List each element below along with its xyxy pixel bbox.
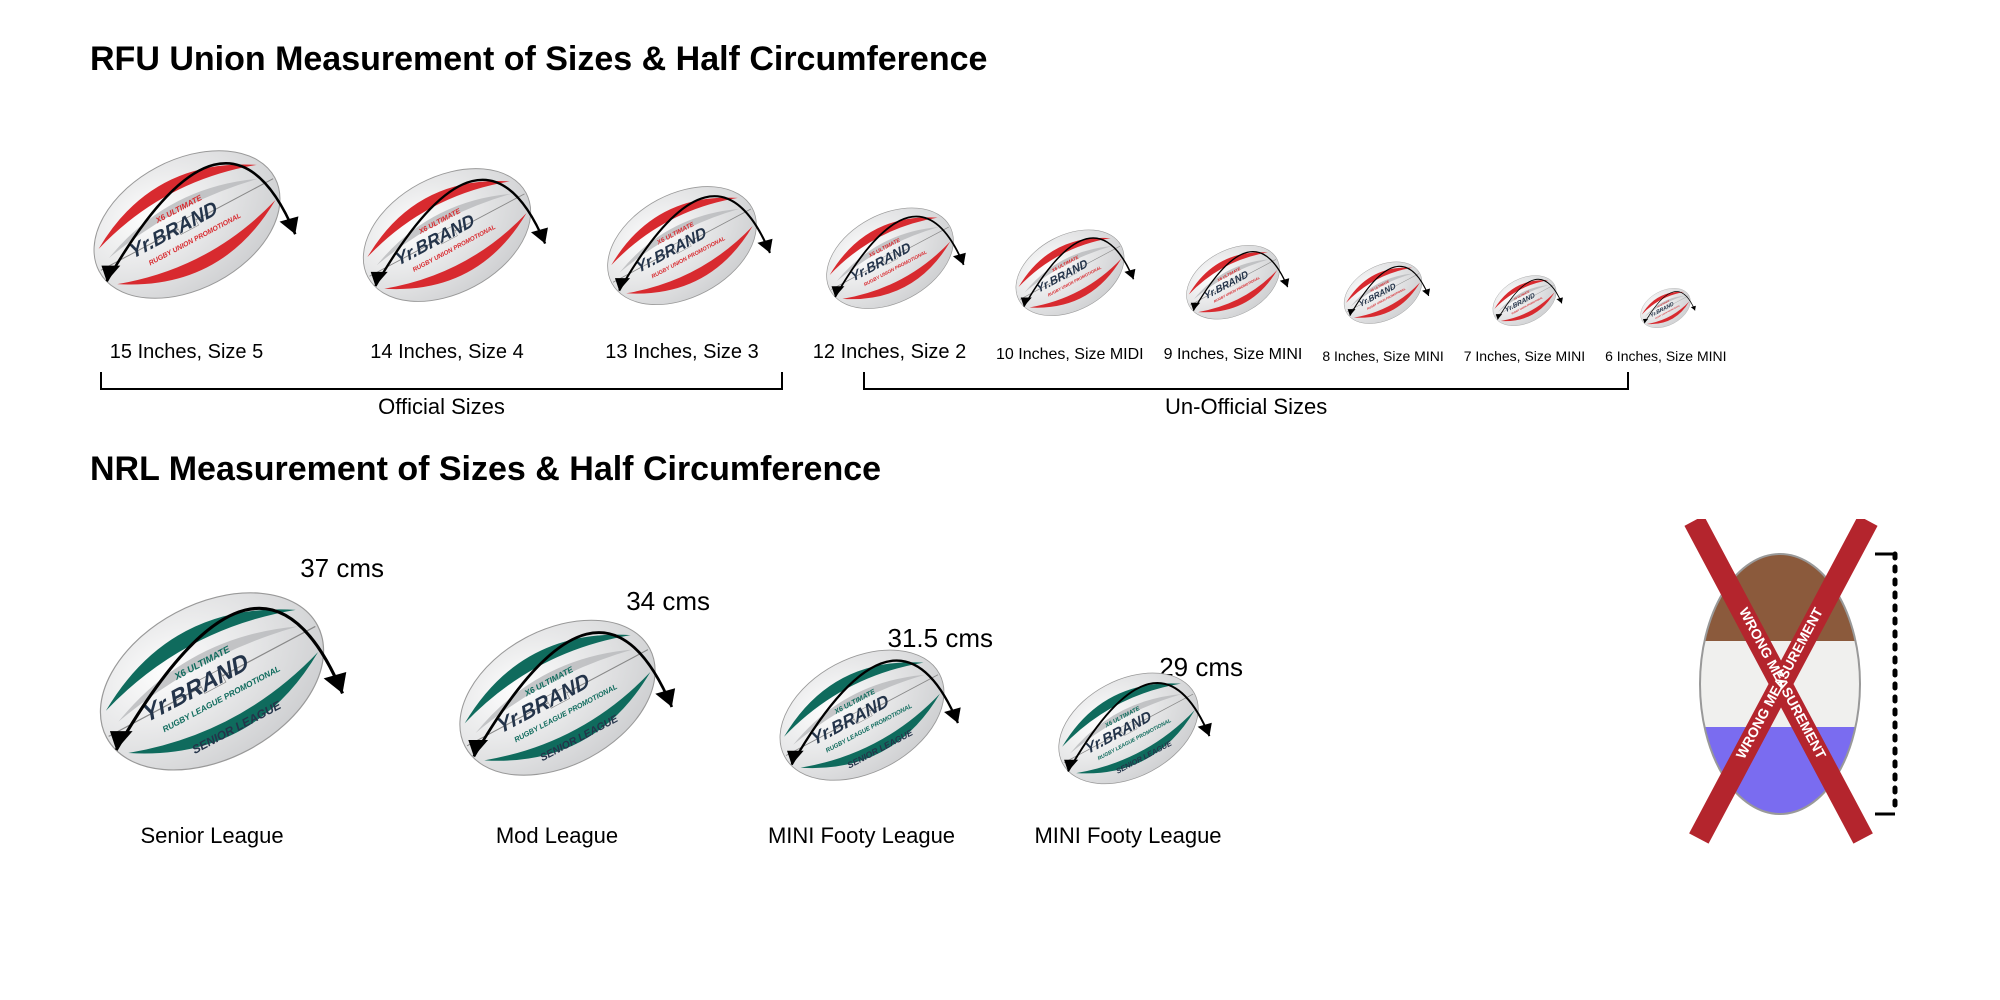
nrl-ball-label: MINI Footy League — [768, 823, 955, 849]
ball-wrap: X6 ULTIMATE Yr.BRAND RUGBY UNION PROMOTI… — [803, 179, 976, 329]
rfu-ball-item: X6 ULTIMATE Yr.BRAND RUGBY UNION PROMOTI… — [996, 206, 1144, 364]
rugby-ball-icon: X6 ULTIMATE Yr.BRAND RUGBY UNION PROMOTI… — [1337, 249, 1429, 336]
ball-wrap: X6 ULTIMATE Yr.BRAND RUGBY UNION PROMOTI… — [60, 109, 313, 329]
rfu-ball-item: X6 ULTIMATE Yr.BRAND RUGBY UNION PROMOTI… — [1605, 277, 1726, 364]
size-group-label: Official Sizes — [378, 394, 505, 420]
ball-wrap: X6 ULTIMATE Yr.BRAND RUGBY LEAGUE PROMOT… — [60, 543, 364, 807]
rfu-ball-item: X6 ULTIMATE Yr.BRAND RUGBY UNION PROMOTI… — [60, 109, 313, 364]
rugby-ball-icon: X6 ULTIMATE Yr.BRAND RUGBY UNION PROMOTI… — [1487, 265, 1562, 336]
rfu-title: RFU Union Measurement of Sizes & Half Ci… — [90, 40, 1940, 79]
rugby-ball-icon: X6 ULTIMATE Yr.BRAND RUGBY UNION PROMOTI… — [1178, 230, 1288, 335]
ball-wrap: X6 ULTIMATE Yr.BRAND RUGBY UNION PROMOTI… — [333, 131, 561, 329]
rugby-ball-icon: X6 ULTIMATE Yr.BRAND RUGBY LEAGUE PROMOT… — [442, 588, 673, 807]
rfu-ball-label: 15 Inches, Size 5 — [110, 341, 263, 364]
rugby-ball-icon: X6 ULTIMATE Yr.BRAND RUGBY UNION PROMOTI… — [77, 120, 297, 329]
ball-wrap: X6 ULTIMATE Yr.BRAND RUGBY LEAGUE PROMOT… — [424, 576, 690, 807]
nrl-ball-item: 31.5 cms X6 ULTIMATE Yr.BRAND RUGBY LEAG… — [750, 613, 973, 849]
rfu-ball-item: X6 ULTIMATE Yr.BRAND RUGBY UNION PROMOTI… — [1322, 244, 1443, 364]
rfu-ball-label: 12 Inches, Size 2 — [813, 341, 966, 364]
rfu-ball-item: X6 ULTIMATE Yr.BRAND RUGBY UNION PROMOTI… — [1464, 261, 1585, 364]
size-group-bracket: Official Sizes — [100, 372, 783, 390]
ball-wrap: X6 ULTIMATE Yr.BRAND RUGBY UNION PROMOTI… — [1170, 224, 1296, 334]
rugby-ball-icon: X6 ULTIMATE Yr.BRAND RUGBY LEAGUE PROMOT… — [765, 623, 959, 807]
rfu-bracket-row: Official Sizes Un-Official Sizes — [60, 372, 1940, 390]
rfu-ball-label: 14 Inches, Size 4 — [370, 341, 523, 364]
wrong-measurement-panel: WRONG MEASUREMENT WRONG MEASUREMENT — [1660, 519, 1940, 849]
ball-wrap: X6 ULTIMATE Yr.BRAND RUGBY LEAGUE PROMOT… — [750, 613, 973, 807]
ball-wrap: X6 ULTIMATE Yr.BRAND RUGBY UNION PROMOTI… — [996, 206, 1143, 334]
rfu-ball-label: 6 Inches, Size MINI — [1605, 348, 1726, 364]
size-group-bracket: Un-Official Sizes — [863, 372, 1629, 390]
rugby-ball-icon: X6 ULTIMATE Yr.BRAND RUGBY LEAGUE PROMOT… — [1046, 650, 1211, 807]
size-group-label: Un-Official Sizes — [1165, 394, 1327, 420]
nrl-ball-label: Senior League — [140, 823, 283, 849]
nrl-ball-item: 37 cms X6 ULTIMATE Yr.BRAND RUGBY LEAGUE… — [60, 543, 364, 849]
rugby-ball-icon: X6 ULTIMATE Yr.BRAND RUGBY UNION PROMOTI… — [348, 141, 546, 329]
rfu-ball-label: 8 Inches, Size MINI — [1322, 348, 1443, 364]
rfu-ball-label: 13 Inches, Size 3 — [605, 341, 758, 364]
rfu-ball-item: X6 ULTIMATE Yr.BRAND RUGBY UNION PROMOTI… — [1164, 224, 1303, 364]
rfu-ball-label: 10 Inches, Size MIDI — [996, 346, 1144, 364]
nrl-ball-item: 29 cms X6 ULTIMATE Yr.BRAND RUGBY LEAGUE… — [1033, 642, 1223, 849]
rfu-ball-item: X6 ULTIMATE Yr.BRAND RUGBY UNION PROMOTI… — [581, 153, 783, 364]
rugby-ball-icon: X6 ULTIMATE Yr.BRAND RUGBY UNION PROMOTI… — [1636, 280, 1695, 336]
wrong-measurement-icon: WRONG MEASUREMENT WRONG MEASUREMENT — [1660, 519, 1940, 849]
ball-wrap: X6 ULTIMATE Yr.BRAND RUGBY UNION PROMOTI… — [581, 153, 783, 329]
ball-wrap: X6 ULTIMATE Yr.BRAND RUGBY UNION PROMOTI… — [1330, 244, 1436, 336]
nrl-ball-label: Mod League — [496, 823, 618, 849]
rugby-ball-icon: X6 ULTIMATE Yr.BRAND RUGBY LEAGUE PROMOT… — [80, 556, 344, 807]
rfu-ball-label: 9 Inches, Size MINI — [1164, 346, 1303, 364]
rfu-ball-row: X6 ULTIMATE Yr.BRAND RUGBY UNION PROMOTI… — [60, 109, 1940, 364]
rfu-ball-label: 7 Inches, Size MINI — [1464, 348, 1585, 364]
ball-wrap: X6 ULTIMATE Yr.BRAND RUGBY LEAGUE PROMOT… — [1033, 642, 1223, 807]
nrl-ball-label: MINI Footy League — [1034, 823, 1221, 849]
nrl-ball-item: 34 cms X6 ULTIMATE Yr.BRAND RUGBY LEAGUE… — [424, 576, 690, 849]
rfu-ball-item: X6 ULTIMATE Yr.BRAND RUGBY UNION PROMOTI… — [803, 179, 976, 364]
ball-wrap: X6 ULTIMATE Yr.BRAND RUGBY UNION PROMOTI… — [1632, 277, 1700, 336]
rugby-ball-icon: X6 ULTIMATE Yr.BRAND RUGBY UNION PROMOTI… — [815, 187, 965, 330]
rugby-ball-icon: X6 ULTIMATE Yr.BRAND RUGBY UNION PROMOTI… — [594, 162, 770, 329]
ball-wrap: X6 ULTIMATE Yr.BRAND RUGBY UNION PROMOTI… — [1481, 261, 1567, 336]
nrl-ball-row: 37 cms X6 ULTIMATE Yr.BRAND RUGBY LEAGUE… — [60, 519, 1940, 849]
rugby-ball-icon: X6 ULTIMATE Yr.BRAND RUGBY UNION PROMOTI… — [1006, 212, 1134, 334]
rfu-ball-item: X6 ULTIMATE Yr.BRAND RUGBY UNION PROMOTI… — [333, 131, 561, 364]
nrl-title: NRL Measurement of Sizes & Half Circumfe… — [90, 450, 1940, 489]
